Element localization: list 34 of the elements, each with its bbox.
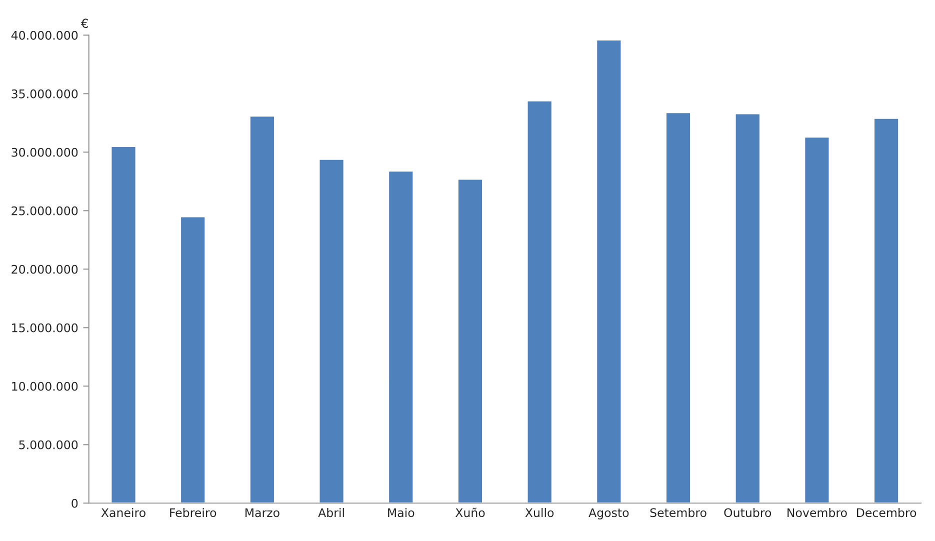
x-tick-label: Marzo <box>246 508 280 518</box>
bar <box>665 112 692 504</box>
y-tick-label: 15.000.000 <box>12 323 78 332</box>
bar <box>596 39 622 504</box>
x-tick-label: Xuño <box>455 508 485 518</box>
y-tick-label: 40.000.000 <box>11 30 78 40</box>
x-tick-label: Novembro <box>788 508 847 518</box>
bar <box>873 118 900 504</box>
y-tick-label: 35.000.000 <box>12 89 78 98</box>
y-tick-label: 20.000.000 <box>12 264 78 274</box>
x-tick-label: Abril <box>318 508 344 518</box>
y-tick-label: 25.000.000 <box>12 206 78 216</box>
x-tick-label: Setembro <box>650 508 706 518</box>
x-tick-label: Decembro <box>857 508 916 518</box>
bar <box>388 170 414 504</box>
x-tick-label: Xaneiro <box>101 508 146 518</box>
y-tick-label: 10.000.000 <box>12 382 78 391</box>
bar <box>318 158 345 504</box>
bar <box>526 100 553 504</box>
x-tick-label: Agosto <box>588 508 629 520</box>
y-tick-label: 0 <box>72 498 78 508</box>
bar <box>180 216 206 504</box>
x-tick-label: Xullo <box>525 508 554 518</box>
y-axis-title: € <box>80 18 88 28</box>
x-tick-label: Febreiro <box>170 508 216 518</box>
y-tick-label: 30.000.000 <box>12 148 78 157</box>
bar <box>249 115 276 504</box>
bar <box>457 178 484 504</box>
bar <box>734 112 761 504</box>
bar <box>804 136 830 504</box>
bar <box>110 146 137 504</box>
x-tick-label: Maio <box>388 508 414 518</box>
y-tick-label: 5.000.000 <box>19 440 78 450</box>
x-tick-label: Outubro <box>724 508 772 518</box>
